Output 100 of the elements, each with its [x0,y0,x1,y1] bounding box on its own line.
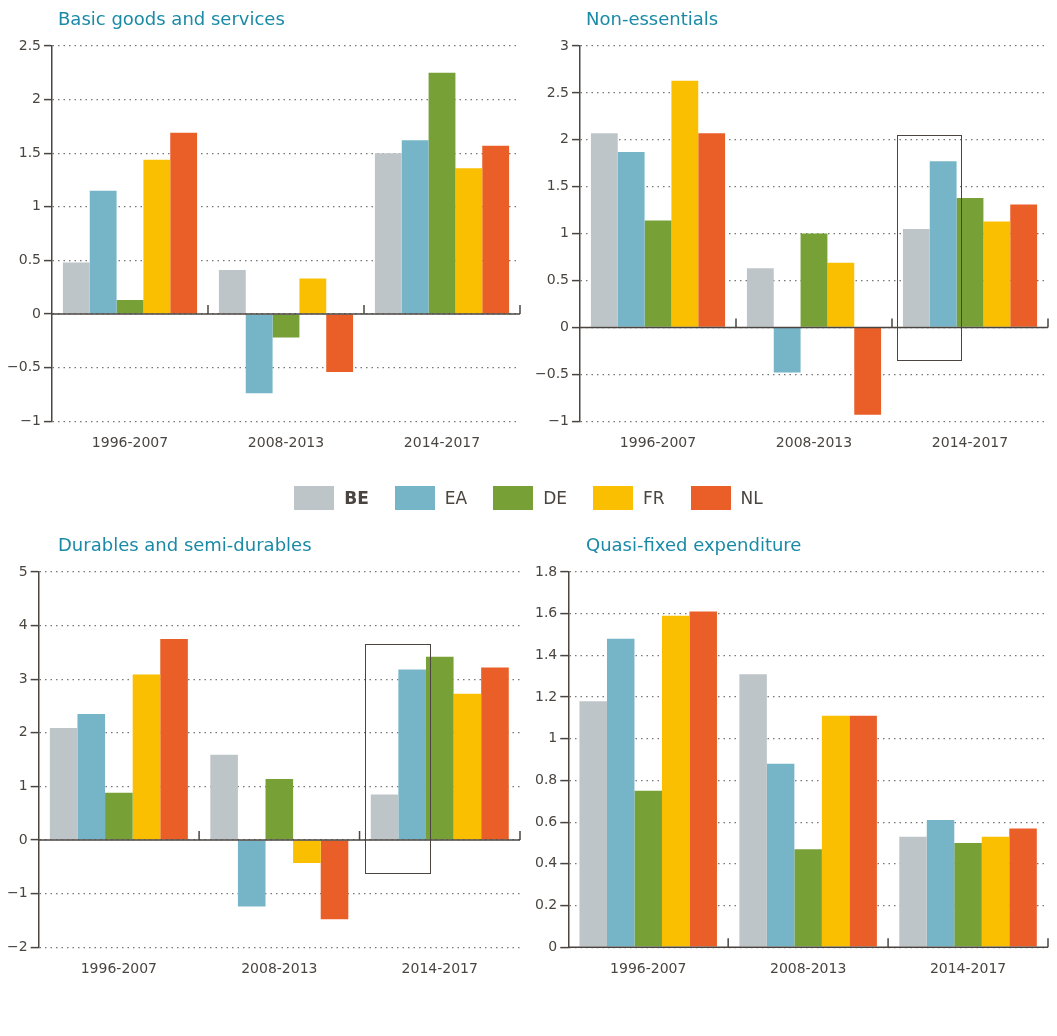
chart-title: Non-essentials [585,7,720,31]
bar [661,615,690,947]
bar [926,820,955,947]
y-tick-label: 2 [32,90,41,107]
bar [746,268,774,327]
bar [89,190,117,314]
bar [320,840,349,920]
bar [481,667,509,840]
bar [218,270,246,314]
bar [116,300,144,314]
x-tick-label: 2014-2017 [931,434,1009,451]
y-tick-label: 3 [18,669,28,686]
y-tick-label: 1 [32,197,41,214]
legend-label: BE [344,488,369,508]
y-tick-label: −0.5 [535,364,569,381]
y-tick-label: −1 [548,411,569,428]
bar [210,754,238,840]
bar [766,763,795,947]
chart-title: Basic goods and services [57,7,286,31]
bar [698,133,726,327]
y-tick-label: 2 [560,130,569,147]
y-tick-label: 2 [18,723,28,740]
x-tick-label: 2008-2013 [241,960,318,977]
y-tick-label: 0.8 [535,771,558,788]
x-tick-label: 1996-2007 [619,434,697,451]
bar [981,836,1010,947]
y-tick-label: 2.5 [18,36,41,53]
bar [956,197,984,327]
y-tick-label: 0.5 [18,251,41,268]
bar [265,778,294,840]
bar [827,262,855,327]
bar [794,849,822,947]
bar [634,790,662,947]
bar [62,262,90,314]
y-tick-label: 1 [548,729,558,746]
bar [739,674,767,947]
y-tick-label: 0 [18,830,28,847]
bar [606,638,635,947]
y-tick-label: 0.4 [535,854,558,871]
y-tick-label: 0 [548,937,558,954]
bar [482,145,510,314]
bar [800,233,828,327]
x-tick-label: 2014-2017 [403,434,481,451]
y-tick-label: 1 [560,224,569,241]
y-tick-label: 1.6 [535,604,558,621]
y-tick-label: 0.2 [535,896,558,913]
bar [299,278,327,314]
x-tick-label: 2014-2017 [929,960,1007,977]
bar [132,674,161,840]
bar [854,328,882,415]
x-tick-label: 1996-2007 [610,960,687,977]
bar [143,159,171,314]
bar [370,794,399,840]
x-tick-label: 2008-2013 [247,434,325,451]
legend-label: DE [543,488,567,508]
bar [398,669,426,840]
y-tick-label: 1.5 [18,143,41,160]
bar [455,168,483,314]
bar [671,80,699,327]
bar [644,220,672,327]
bar [689,611,717,947]
bar [590,133,618,327]
bar [821,715,850,947]
bar [899,836,927,947]
y-tick-label: 1.4 [535,646,558,663]
y-tick-label: 1 [18,777,28,794]
bar [617,151,645,327]
y-tick-label: −0.5 [7,358,41,375]
bar [428,72,456,314]
bar [105,792,133,840]
chart-title: Quasi-fixed expenditure [585,533,803,557]
bar [49,727,78,840]
x-tick-label: 2008-2013 [775,434,853,451]
bar [902,228,930,327]
bar [374,153,402,314]
chart-title: Durables and semi-durables [57,533,313,557]
y-tick-label: 2.5 [546,83,569,100]
bar [849,715,877,947]
y-tick-label: 0 [32,304,41,321]
x-tick-label: 1996-2007 [80,960,158,977]
bar [579,701,607,947]
y-tick-label: 0 [560,318,569,335]
x-tick-label: 2008-2013 [769,960,847,977]
bar [77,714,106,840]
y-tick-label: −1 [20,411,41,428]
x-tick-label: 1996-2007 [91,434,169,451]
y-tick-label: 3 [560,36,569,53]
bar [237,840,266,907]
bar [1009,828,1037,947]
y-tick-label: 1.2 [535,687,558,704]
bar [1010,204,1038,327]
bar [272,314,300,338]
y-tick-label: −1 [7,884,28,901]
bar [425,656,454,840]
bar [170,132,198,314]
bar [453,693,482,840]
y-tick-label: 1.5 [546,177,569,194]
y-tick-label: 5 [18,562,28,579]
legend-label: NL [740,488,763,508]
bar [773,328,801,373]
